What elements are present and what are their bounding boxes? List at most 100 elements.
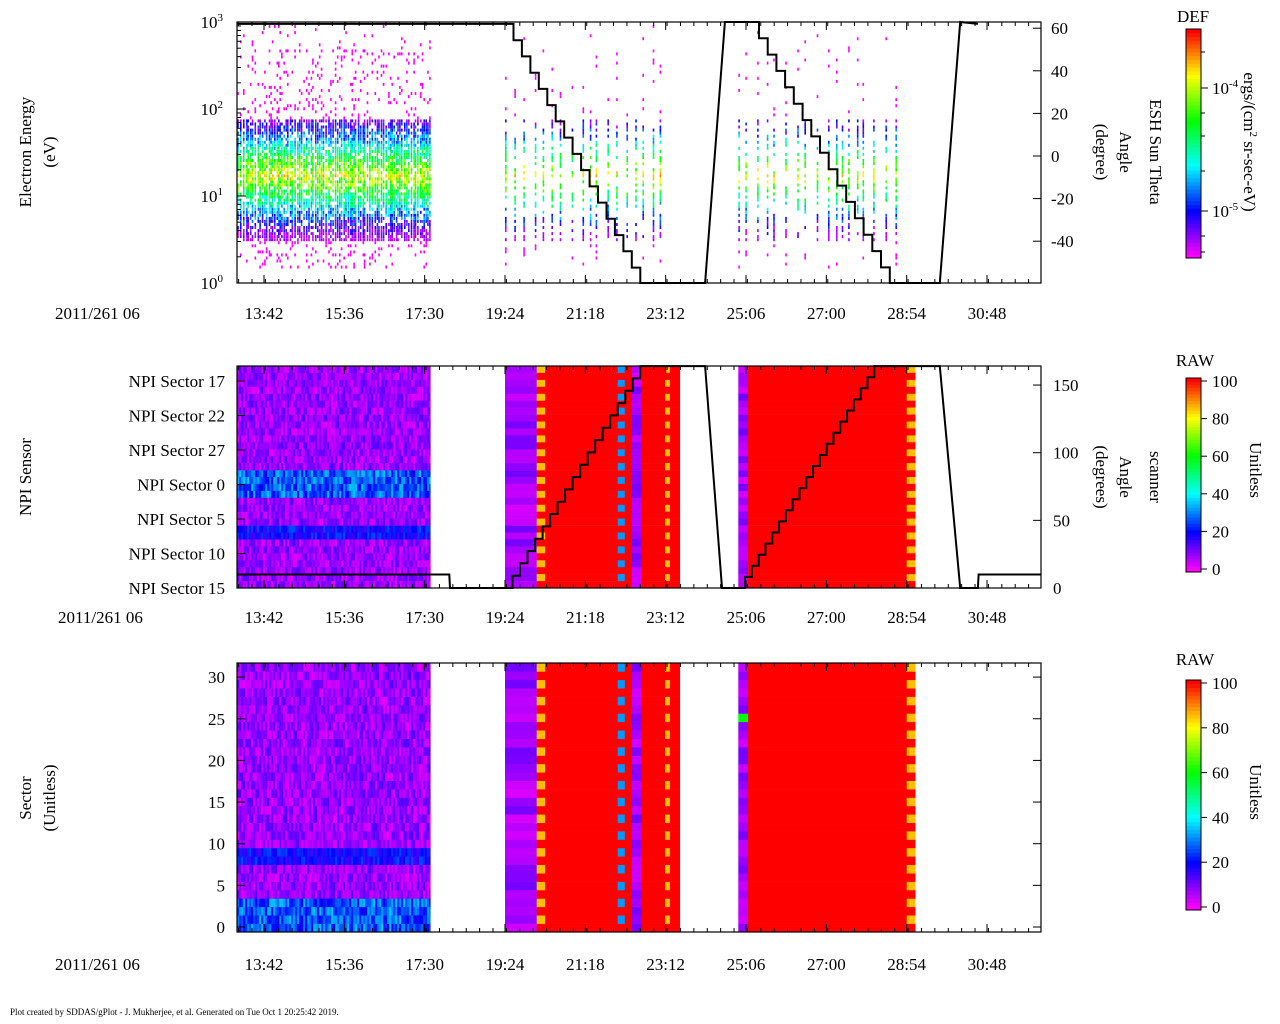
spectrogram-cell [255,449,258,457]
spectrogram-cell [241,435,244,443]
spectrogram-cell [523,192,525,196]
spectrogram-cell [885,128,887,132]
spectrogram-cell [425,198,427,202]
spectrogram-cell [589,156,592,159]
spectrogram-cell [343,49,345,53]
spectrogram-cell [291,156,294,159]
spectrogram-cell [247,539,250,547]
spectrogram-cell [626,128,628,132]
spectrogram-cell [425,219,427,223]
spectrogram-cell [410,146,413,150]
spectrogram-cell [265,238,268,242]
spectrogram-cell [294,165,296,169]
spectrogram-cell [391,192,393,196]
spectrogram-cell [247,393,250,401]
spectrogram-cell [389,125,392,129]
spectrogram-cell [369,119,371,123]
spectrogram-cell [245,477,248,485]
spectrogram-cell [259,229,261,233]
spectrogram-cell [325,219,327,223]
spectrogram-cell [388,146,390,150]
spectrogram-cell [257,400,260,408]
spectrogram-cell [873,204,875,208]
spectrogram-cell [589,34,592,38]
spectrogram-cell [271,107,274,111]
spectrogram-cell [251,456,254,464]
spectrogram-cell [862,128,865,132]
spectrogram-cell [848,46,850,50]
spectrogram-cell [382,143,385,147]
spectrogram-cell [642,192,644,196]
spectrogram-cell [423,244,425,248]
spectrogram-cell [315,192,317,196]
spectrogram-cell [243,180,245,184]
spectrogram-cell [245,560,248,568]
spectrogram-cell [328,165,330,169]
spectrogram-cell [388,235,390,239]
spectrogram-cell [659,226,662,229]
spectrogram-cell [873,195,875,199]
spectrogram-cell [359,232,362,236]
spectrogram-cell [357,146,360,150]
spectrogram-cell [389,156,392,159]
spectrogram-cell [278,198,280,202]
spectrogram-cell [275,490,278,499]
spectrogram-cell [429,210,431,214]
spectrogram-cell [413,122,415,126]
spectrogram-cell [362,125,365,129]
spectrogram-cell [406,70,408,74]
spectrogram-cell [287,201,289,205]
spectrogram-cell [413,125,415,129]
spectrogram-cell [237,146,239,150]
spectrogram-cell [285,407,288,415]
spectrogram-cell [279,553,282,561]
spectrogram-cell [274,165,276,169]
spectrogram-cell [582,192,585,196]
spectrogram-cell [246,122,248,126]
spectrogram-cell [265,137,268,141]
spectrogram-cell [315,223,317,226]
spectrogram-cell [294,162,296,166]
spectrogram-cell [366,131,369,135]
spectrogram-cell [757,128,759,132]
spectrogram-cell [268,232,271,236]
spectrogram-cell [254,244,257,248]
spectrogram-cell [616,156,618,159]
spectrogram-cell [287,140,289,144]
spectrogram-cell [425,189,427,193]
spectrogram-cell [340,143,343,147]
spectrogram-cell [745,189,747,193]
spectrogram-cell [269,414,272,422]
spectrogram-cell [804,125,806,129]
spectrogram-cell [330,140,332,144]
spectrogram-cell [315,110,317,114]
spectrogram-cell [330,223,332,226]
spectrogram-cell [257,511,260,519]
spectrogram-cell [275,407,278,415]
spectrogram-cell [237,131,239,135]
spectrogram-cell [253,470,256,478]
spectrogram-cell [336,134,339,138]
spectrogram-cell [388,159,390,162]
spectrogram-cell [505,174,507,178]
spectrogram-cell [589,238,592,242]
spectrogram-cell [334,168,337,172]
spectrogram-cell [305,49,308,53]
spectrogram-cell [345,156,347,159]
spectrogram-cell [339,46,341,50]
spectrogram-cell [315,213,317,217]
spectrogram-cell [320,232,323,236]
spectrogram-cell [279,210,281,214]
spectrogram-cell [607,226,609,229]
spectrogram-cell [247,463,250,471]
spectrogram-cell [249,414,252,422]
spectrogram-cell [257,235,260,239]
spectrogram-cell [423,223,425,226]
spectrogram-cell [404,180,406,184]
spectrogram-cell [429,189,431,193]
spectrogram-cell [354,122,357,126]
spectrogram-cell [246,143,248,147]
spectrogram-cell [268,146,271,150]
spectrogram-cell [421,137,424,141]
spectrogram-cell [274,219,276,223]
